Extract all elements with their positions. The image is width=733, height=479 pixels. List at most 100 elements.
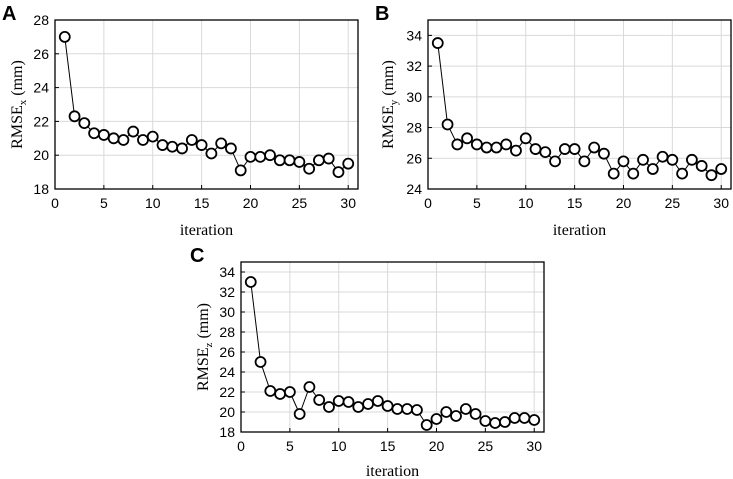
y-tick-label: 34 [406,27,422,43]
data-point [549,155,561,168]
x-tick-label: 10 [331,438,347,454]
y-tick-label: 28 [406,120,422,136]
data-point [637,153,649,166]
y-tick-label: 20 [219,404,235,420]
data-point [195,139,208,151]
data-point [440,406,453,418]
data-point [461,132,473,145]
data-point [156,139,169,151]
series-line [437,42,722,176]
x-tick-label: 10 [518,195,534,211]
data-point [323,401,335,413]
data-point [215,137,228,150]
plot-frame [427,19,732,190]
data-point [185,134,198,146]
data-point [127,125,140,138]
y-tick-label: 28 [33,12,49,28]
data-point [450,410,462,422]
x-tick-label: 10 [145,195,161,211]
data-point [588,141,601,154]
y-tick-label: 22 [219,384,235,400]
y-tick-label: 26 [33,46,49,62]
data-point [518,412,531,424]
data-point [244,276,257,288]
y-tick-label: 24 [406,181,422,197]
y-tick-label: 20 [33,147,49,163]
panel-a: 0 5 10 15 20 25 30 18 20 22 24 26 28 iteration RMSEx (… [2,3,359,239]
panel-label: C [190,245,204,267]
y-tick-label: 26 [219,344,235,360]
data-point [205,147,218,160]
data-point [342,396,355,408]
x-tick-label: 5 [473,195,481,211]
y-tick-label: 34 [219,264,235,280]
data-point [489,417,502,429]
data-point [499,416,511,428]
data-point [508,412,521,424]
data-point [68,110,81,123]
x-tick-label: 15 [567,195,583,211]
data-point [469,408,482,420]
data-point [676,167,689,180]
x-tick-label: 0 [51,195,59,211]
x-tick-label: 5 [286,438,294,454]
x-tick-label: 5 [100,195,108,211]
data-point [617,155,630,168]
data-point [451,138,464,151]
data-point [715,163,728,175]
y-axis-label: RMSEx (mm) [9,60,29,149]
data-point [322,152,335,165]
x-tick-label: 25 [292,195,308,211]
x-tick-label: 0 [424,195,432,211]
x-axis-label: iteration [366,463,419,479]
x-tick-label: 0 [237,438,245,454]
y-tick-label: 24 [33,80,49,96]
data-point [441,118,454,131]
data-point [117,134,130,146]
data-point [107,132,120,145]
data-point [273,154,286,167]
data-point [293,408,306,420]
data-point [420,419,433,431]
y-tick-label: 22 [33,113,49,129]
data-point [283,386,296,398]
y-tick-label: 30 [219,304,235,320]
data-point [244,150,257,163]
data-point [58,31,71,43]
data-point [470,138,483,151]
x-tick-label: 30 [713,195,729,211]
panel-c: 0 5 10 15 20 25 30 18 20 22 24 26 28 30 32 34 iteration R… [190,245,545,479]
x-axis-label: iteration [553,222,606,239]
data-point [146,130,159,143]
data-point [510,144,522,157]
data-point [137,134,149,146]
data-point [656,150,669,163]
data-point [430,413,443,425]
plot-frame [240,261,545,433]
y-tick-label: 28 [219,324,235,340]
x-tick-label: 20 [616,195,632,211]
data-point [598,147,610,160]
data-point [176,142,188,155]
y-tick-label: 26 [406,150,422,166]
y-axis-label: RMSEz (mm) [195,303,215,391]
data-point [264,385,277,397]
data-point [568,143,581,155]
x-tick-label: 15 [194,195,210,211]
panel-label: B [375,3,389,25]
data-point [695,160,708,172]
y-tick-label: 32 [219,284,235,300]
data-point [500,138,513,151]
data-point [274,388,286,400]
data-point [293,156,306,168]
data-point [332,395,345,407]
data-point [254,356,267,368]
data-point [646,163,659,175]
data-point [528,414,541,426]
plot-frame [54,19,359,190]
data-point [607,167,620,180]
data-point [411,404,423,416]
y-tick-label: 18 [33,181,49,197]
data-point [705,169,718,182]
